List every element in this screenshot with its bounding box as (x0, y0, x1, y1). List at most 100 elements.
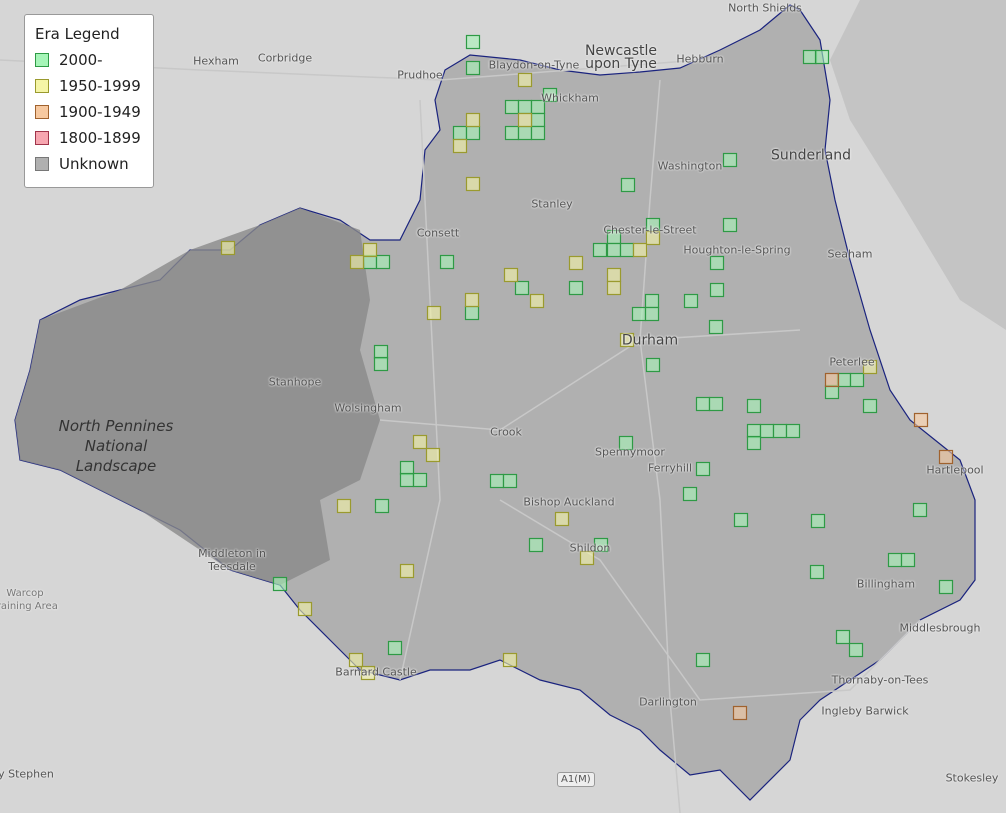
site-marker-era-2000[interactable] (592, 242, 608, 258)
site-marker-era-1950-1999[interactable] (399, 563, 415, 579)
site-marker-era-1950-1999[interactable] (348, 652, 364, 668)
site-marker-era-2000[interactable] (620, 177, 636, 193)
site-marker-era-2000[interactable] (746, 398, 762, 414)
site-marker-era-2000[interactable] (568, 280, 584, 296)
site-marker-era-1950-1999[interactable] (502, 652, 518, 668)
site-marker-era-2000[interactable] (644, 293, 660, 309)
site-marker-era-2000[interactable] (709, 282, 725, 298)
site-marker-era-1950-1999[interactable] (336, 498, 352, 514)
site-marker-era-2000[interactable] (746, 423, 762, 439)
site-marker-era-2000[interactable] (746, 435, 762, 451)
site-marker-era-1950-1999[interactable] (645, 230, 661, 246)
site-marker-era-2000[interactable] (938, 579, 954, 595)
site-marker-era-1950-1999[interactable] (220, 240, 236, 256)
site-marker-era-2000[interactable] (465, 60, 481, 76)
site-marker-era-1950-1999[interactable] (464, 292, 480, 308)
site-marker-era-1950-1999[interactable] (529, 293, 545, 309)
site-marker-era-2000[interactable] (452, 125, 468, 141)
site-marker-era-2000[interactable] (399, 460, 415, 476)
site-marker-era-2000[interactable] (683, 293, 699, 309)
site-marker-era-2000[interactable] (373, 344, 389, 360)
site-marker-era-1950-1999[interactable] (568, 255, 584, 271)
site-marker-era-2000[interactable] (722, 217, 738, 233)
site-marker-era-2000[interactable] (618, 435, 634, 451)
site-marker-era-2000[interactable] (593, 537, 609, 553)
site-marker-era-1950-1999[interactable] (517, 72, 533, 88)
site-marker-era-2000[interactable] (387, 640, 403, 656)
site-marker-era-2000[interactable] (489, 473, 505, 489)
site-marker-era-1950-1999[interactable] (465, 176, 481, 192)
site-marker-era-2000[interactable] (528, 537, 544, 553)
site-marker-era-2000[interactable] (645, 357, 661, 373)
site-marker-era-2000[interactable] (504, 125, 520, 141)
site-marker-era-2000[interactable] (802, 49, 818, 65)
site-marker-era-1900-1949[interactable] (732, 705, 748, 721)
site-marker-era-2000[interactable] (835, 629, 851, 645)
site-marker-era-2000[interactable] (733, 512, 749, 528)
site-marker-era-1950-1999[interactable] (360, 665, 376, 681)
site-marker-era-2000[interactable] (644, 306, 660, 322)
site-marker-era-2000[interactable] (373, 356, 389, 372)
site-marker-era-2000[interactable] (708, 319, 724, 335)
site-marker-era-2000[interactable] (785, 423, 801, 439)
site-marker-era-2000[interactable] (375, 254, 391, 270)
site-marker-era-2000[interactable] (464, 305, 480, 321)
site-marker-era-2000[interactable] (504, 99, 520, 115)
site-marker-era-1900-1949[interactable] (938, 449, 954, 465)
site-marker-era-2000[interactable] (514, 280, 530, 296)
site-marker-era-2000[interactable] (374, 498, 390, 514)
site-marker-era-1950-1999[interactable] (426, 305, 442, 321)
site-marker-era-1950-1999[interactable] (349, 254, 365, 270)
site-marker-era-2000[interactable] (542, 87, 558, 103)
site-marker-era-2000[interactable] (695, 461, 711, 477)
site-marker-era-2000[interactable] (709, 255, 725, 271)
site-marker-era-1950-1999[interactable] (619, 332, 635, 348)
site-marker-era-2000[interactable] (848, 642, 864, 658)
site-marker-era-1950-1999[interactable] (362, 242, 378, 258)
site-marker-era-1950-1999[interactable] (579, 550, 595, 566)
site-marker-era-2000[interactable] (619, 242, 635, 258)
site-marker-era-1950-1999[interactable] (297, 601, 313, 617)
site-marker-era-2000[interactable] (900, 552, 916, 568)
site-marker-era-2000[interactable] (836, 372, 852, 388)
site-marker-era-2000[interactable] (695, 396, 711, 412)
site-marker-era-2000[interactable] (887, 552, 903, 568)
site-marker-era-2000[interactable] (465, 34, 481, 50)
site-marker-era-1950-1999[interactable] (465, 112, 481, 128)
site-marker-era-2000[interactable] (814, 49, 830, 65)
site-marker-era-2000[interactable] (809, 564, 825, 580)
site-marker-era-2000[interactable] (912, 502, 928, 518)
site-marker-era-1950-1999[interactable] (632, 242, 648, 258)
site-marker-era-1950-1999[interactable] (503, 267, 519, 283)
site-marker-era-2000[interactable] (362, 254, 378, 270)
site-marker-era-2000[interactable] (439, 254, 455, 270)
site-marker-era-1950-1999[interactable] (554, 511, 570, 527)
site-marker-era-1950-1999[interactable] (425, 447, 441, 463)
site-marker-era-1900-1949[interactable] (824, 372, 840, 388)
site-marker-era-2000[interactable] (517, 125, 533, 141)
site-marker-era-2000[interactable] (695, 652, 711, 668)
site-marker-era-2000[interactable] (272, 576, 288, 592)
site-marker-era-2000[interactable] (530, 125, 546, 141)
site-marker-era-2000[interactable] (399, 472, 415, 488)
site-marker-era-2000[interactable] (606, 242, 622, 258)
site-marker-era-2000[interactable] (810, 513, 826, 529)
site-marker-era-1950-1999[interactable] (606, 280, 622, 296)
site-marker-era-2000[interactable] (824, 384, 840, 400)
site-marker-era-1950-1999[interactable] (862, 359, 878, 375)
site-marker-era-2000[interactable] (412, 472, 428, 488)
site-marker-era-1950-1999[interactable] (412, 434, 428, 450)
site-marker-era-1950-1999[interactable] (517, 112, 533, 128)
site-marker-era-2000[interactable] (631, 306, 647, 322)
site-marker-era-2000[interactable] (849, 372, 865, 388)
site-marker-era-2000[interactable] (862, 398, 878, 414)
site-marker-era-2000[interactable] (682, 486, 698, 502)
site-marker-era-1950-1999[interactable] (606, 267, 622, 283)
site-marker-era-2000[interactable] (517, 99, 533, 115)
site-marker-era-2000[interactable] (708, 396, 724, 412)
site-marker-era-2000[interactable] (772, 423, 788, 439)
site-marker-era-2000[interactable] (759, 423, 775, 439)
site-marker-era-2000[interactable] (465, 125, 481, 141)
site-marker-era-2000[interactable] (722, 152, 738, 168)
